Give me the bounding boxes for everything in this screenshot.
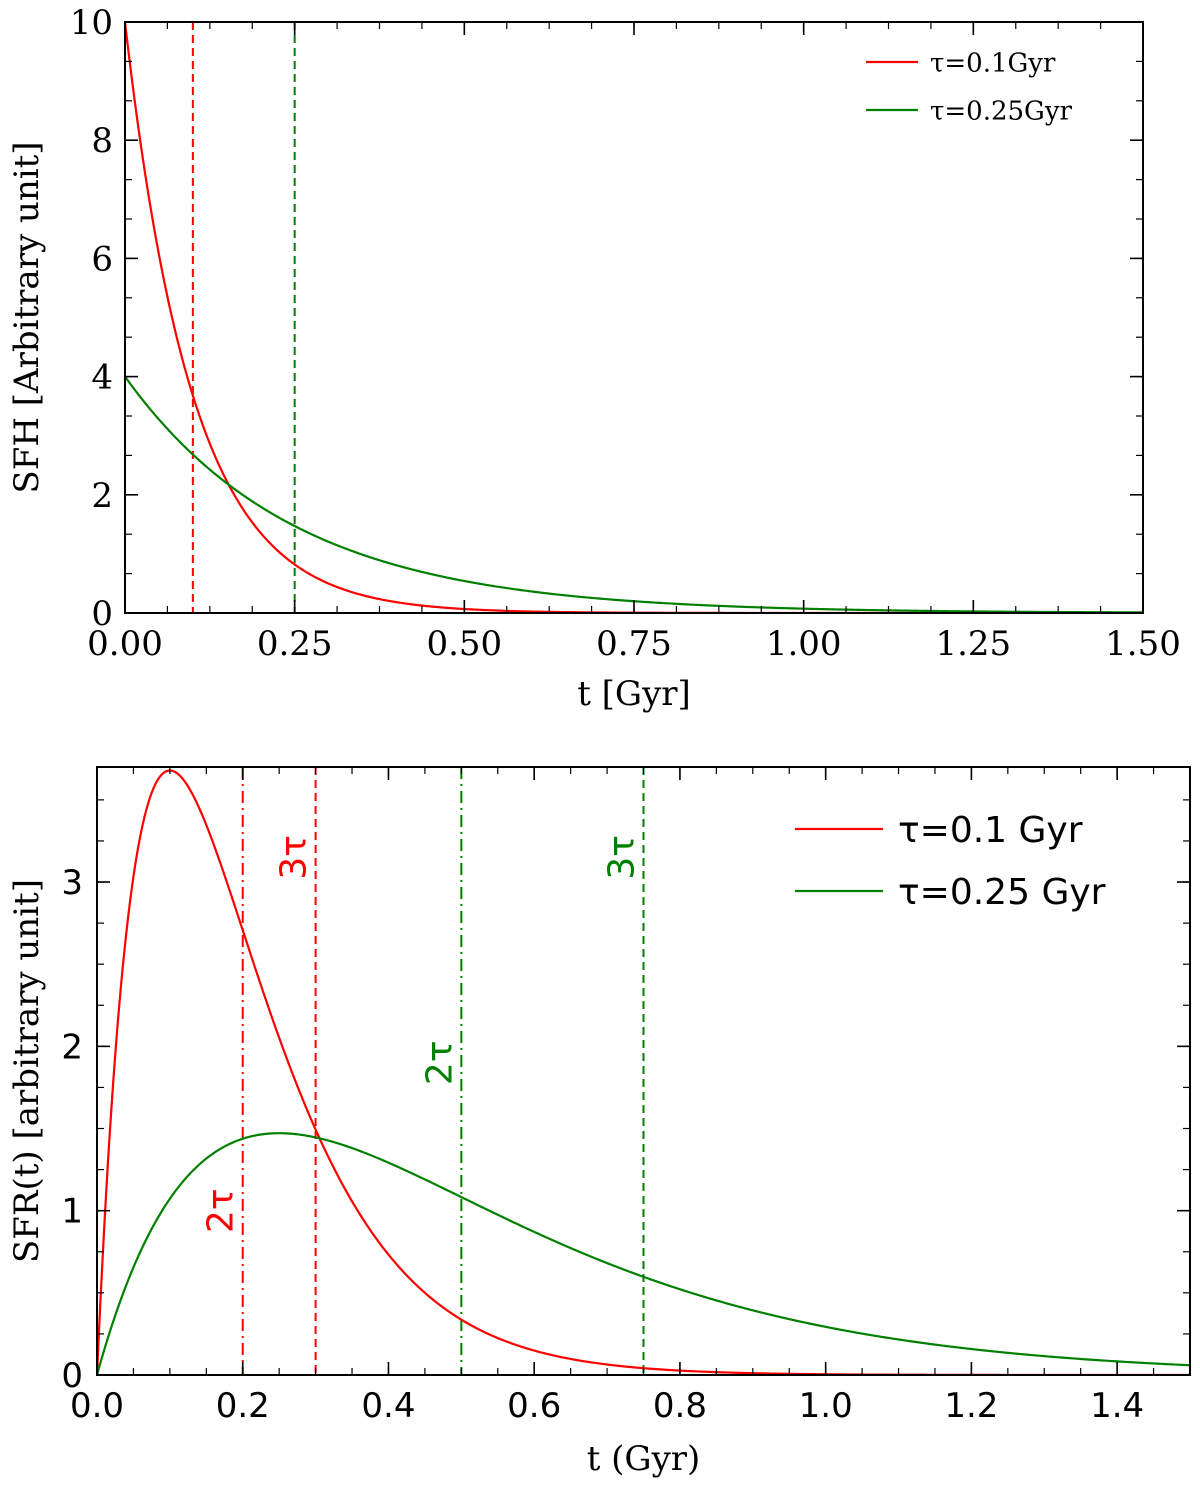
legend-label-0: τ=0.1 Gyr <box>898 810 1083 851</box>
y-tick-label: 0 <box>61 1356 83 1396</box>
x-tick-label: 1.25 <box>935 624 1011 664</box>
y-tick-label: 1 <box>61 1192 83 1232</box>
vline-label-1: 3τ <box>274 835 315 880</box>
legend-label-0: τ=0.1Gyr <box>930 48 1056 78</box>
x-tick-label: 1.50 <box>1105 624 1181 664</box>
x-tick-label: 0.8 <box>653 1386 707 1426</box>
x-tick-label: 0.4 <box>361 1386 415 1426</box>
y-axis-label: SFR(t) [arbitrary unit] <box>7 879 47 1263</box>
y-tick-label: 2 <box>91 476 113 516</box>
vline-label-2: 2τ <box>419 1040 460 1085</box>
y-tick-label: 0 <box>91 594 113 634</box>
y-tick-label: 6 <box>91 239 113 279</box>
x-tick-label: 0.00 <box>87 624 163 664</box>
x-tick-label: 0.25 <box>257 624 333 664</box>
y-tick-label: 2 <box>61 1027 83 1067</box>
series-line-1 <box>125 375 1143 613</box>
legend: τ=0.1 Gyr τ=0.25 Gyr <box>795 810 1106 913</box>
x-axis-label: t (Gyr) <box>587 1439 701 1479</box>
y-tick-label: 3 <box>61 863 83 903</box>
x-tick-label: 0.75 <box>596 624 672 664</box>
sfh-chart: 0.00 0.25 0.50 0.75 1.00 1.25 1.50 0 2 4 6 8 10 t [Gy… <box>7 3 1181 714</box>
x-tick-label: 0.50 <box>426 624 502 664</box>
legend-label-1: τ=0.25Gyr <box>930 96 1073 126</box>
x-tick-label: 1.4 <box>1090 1386 1144 1426</box>
x-tick-label: 1.0 <box>799 1386 853 1426</box>
vline-label-3: 3τ <box>602 835 643 880</box>
y-tick-label: 8 <box>91 121 113 161</box>
x-axis-label: t [Gyr] <box>577 674 691 714</box>
y-axis-label: SFH [Arbitrary unit] <box>7 141 47 493</box>
y-tick-label: 4 <box>91 358 113 398</box>
x-tick-label: 1.00 <box>766 624 842 664</box>
sfr-chart: 2τ 3τ 2τ 3τ 0.0 0.2 0.4 0.6 0.8 1.0 1.2 1.4 0 1 2 3 t (G… <box>7 766 1191 1479</box>
legend-label-1: τ=0.25 Gyr <box>898 872 1106 913</box>
series-line-1 <box>97 1132 1190 1375</box>
vline-label-0: 2τ <box>201 1188 242 1233</box>
x-tick-label: 0.2 <box>216 1386 270 1426</box>
x-tick-label: 0.6 <box>507 1386 561 1426</box>
legend: τ=0.1Gyr τ=0.25Gyr <box>866 48 1073 126</box>
x-tick-label: 1.2 <box>944 1386 998 1426</box>
x-tick-label: 0.0 <box>70 1386 124 1426</box>
y-tick-label: 10 <box>70 3 113 43</box>
